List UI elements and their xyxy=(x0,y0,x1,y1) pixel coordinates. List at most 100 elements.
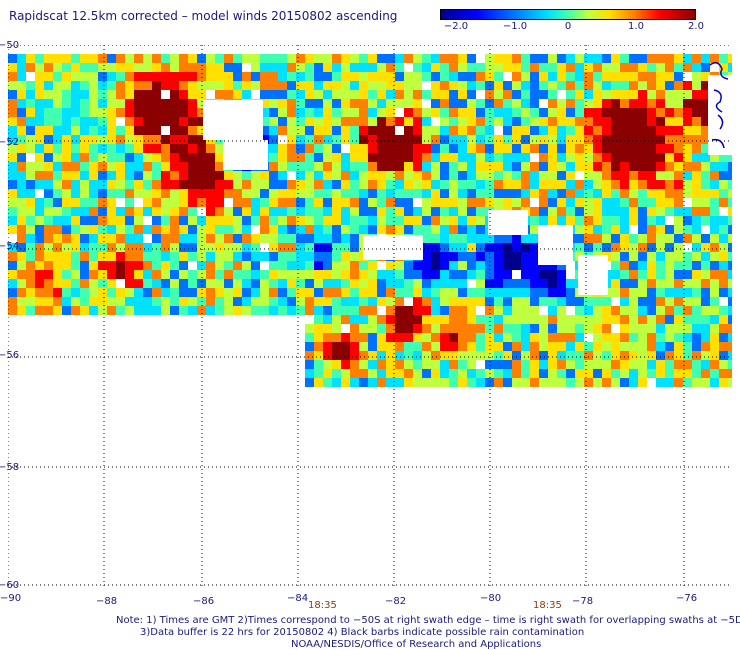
wind-cell xyxy=(521,108,530,117)
map-plot-area[interactable] xyxy=(8,45,732,587)
wind-cell xyxy=(80,63,89,72)
wind-cell xyxy=(575,126,584,135)
wind-cell xyxy=(197,243,206,252)
wind-cell xyxy=(449,351,458,360)
wind-cell xyxy=(314,234,323,243)
wind-cell xyxy=(647,117,656,126)
wind-cell xyxy=(584,90,593,99)
wind-cell xyxy=(647,342,656,351)
wind-cell xyxy=(539,162,548,171)
wind-cell xyxy=(287,135,296,144)
wind-cell xyxy=(404,261,413,270)
wind-cell xyxy=(575,234,584,243)
wind-cell xyxy=(341,288,350,297)
wind-cell xyxy=(449,234,458,243)
wind-cell xyxy=(197,288,206,297)
wind-cell xyxy=(584,189,593,198)
wind-cell xyxy=(692,360,701,369)
wind-cell xyxy=(584,135,593,144)
wind-cell xyxy=(503,324,512,333)
wind-cell xyxy=(80,54,89,63)
wind-cell xyxy=(260,108,269,117)
wind-cell xyxy=(530,234,539,243)
wind-cell xyxy=(422,297,431,306)
wind-cell xyxy=(566,324,575,333)
wind-cell xyxy=(116,171,125,180)
wind-cell xyxy=(98,117,107,126)
wind-cell xyxy=(440,81,449,90)
wind-cell xyxy=(557,306,566,315)
wind-cell xyxy=(683,288,692,297)
wind-cell xyxy=(683,126,692,135)
wind-cell xyxy=(521,270,530,279)
wind-cell xyxy=(278,180,287,189)
wind-cell xyxy=(719,162,728,171)
wind-cell xyxy=(98,243,107,252)
wind-cell xyxy=(260,306,269,315)
wind-cell xyxy=(449,126,458,135)
wind-cell xyxy=(710,324,719,333)
wind-cell xyxy=(89,108,98,117)
wind-cell xyxy=(314,297,323,306)
wind-cell xyxy=(350,63,359,72)
wind-cell xyxy=(638,333,647,342)
wind-cell xyxy=(359,369,368,378)
wind-cell xyxy=(422,108,431,117)
wind-cell xyxy=(521,297,530,306)
wind-cell xyxy=(431,243,440,252)
wind-cell xyxy=(557,135,566,144)
wind-cell xyxy=(170,270,179,279)
wind-cell xyxy=(305,72,314,81)
wind-cell xyxy=(710,234,719,243)
wind-cell xyxy=(620,261,629,270)
wind-cell xyxy=(332,360,341,369)
wind-cell xyxy=(431,81,440,90)
wind-cell xyxy=(629,144,638,153)
wind-cell xyxy=(584,126,593,135)
wind-cell xyxy=(188,180,197,189)
wind-cell xyxy=(548,162,557,171)
lon-label: −80 xyxy=(480,593,502,604)
wind-cell xyxy=(638,144,647,153)
wind-cell xyxy=(53,108,62,117)
wind-cell xyxy=(521,198,530,207)
wind-cell xyxy=(602,81,611,90)
wind-cell xyxy=(431,189,440,198)
wind-cell xyxy=(494,144,503,153)
wind-cell xyxy=(359,279,368,288)
wind-cell xyxy=(116,99,125,108)
wind-cell xyxy=(80,135,89,144)
wind-cell xyxy=(278,162,287,171)
wind-cell xyxy=(566,216,575,225)
wind-cell xyxy=(413,108,422,117)
wind-cell xyxy=(548,324,557,333)
wind-cell xyxy=(494,351,503,360)
wind-cell xyxy=(548,297,557,306)
wind-cell xyxy=(98,162,107,171)
wind-cell xyxy=(368,135,377,144)
wind-cell xyxy=(728,54,732,63)
wind-cell xyxy=(296,171,305,180)
wind-cell xyxy=(350,369,359,378)
wind-cell xyxy=(395,261,404,270)
wind-cell xyxy=(575,189,584,198)
wind-cell xyxy=(638,90,647,99)
wind-cell xyxy=(656,315,665,324)
wind-cell xyxy=(467,225,476,234)
wind-cell xyxy=(449,99,458,108)
wind-cell xyxy=(521,99,530,108)
wind-cell xyxy=(323,117,332,126)
wind-cell xyxy=(161,135,170,144)
wind-cell xyxy=(656,189,665,198)
wind-cell xyxy=(530,378,539,387)
wind-cell xyxy=(539,171,548,180)
wind-cell xyxy=(629,360,638,369)
wind-cell xyxy=(305,99,314,108)
wind-cell xyxy=(647,72,656,81)
wind-cell xyxy=(332,234,341,243)
wind-cell xyxy=(548,81,557,90)
wind-cell xyxy=(503,171,512,180)
wind-cell xyxy=(494,117,503,126)
wind-cell xyxy=(287,63,296,72)
wind-cell xyxy=(8,72,17,81)
